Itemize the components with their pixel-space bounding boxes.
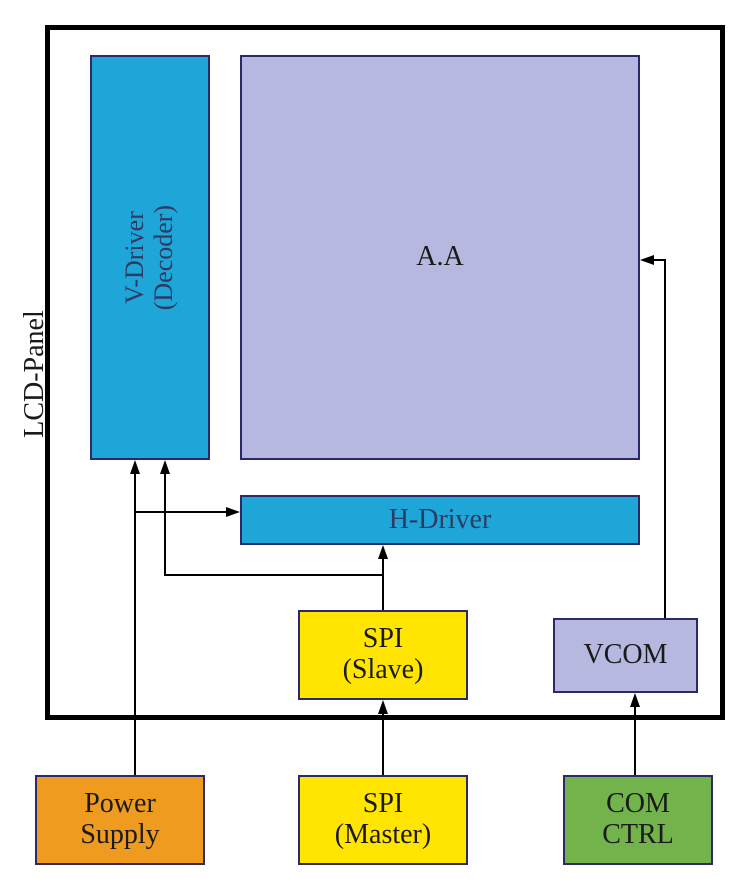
aa-label: A.A (416, 242, 463, 273)
vdriver-block: V-Driver (Decoder) (90, 55, 210, 460)
power-block: Power Supply (35, 775, 205, 865)
com_ctrl-block: COM CTRL (563, 775, 713, 865)
aa-block: A.A (240, 55, 640, 460)
vcom-block: VCOM (553, 618, 698, 693)
lcd-panel-label: LCD-Panel (19, 294, 51, 454)
power-label: Power Supply (80, 789, 159, 851)
spi_slave-label: SPI (Slave) (343, 624, 424, 686)
hdriver-block: H-Driver (240, 495, 640, 545)
vdriver-label: V-Driver (Decoder) (121, 205, 178, 310)
spi_slave-block: SPI (Slave) (298, 610, 468, 700)
spi_master-block: SPI (Master) (298, 775, 468, 865)
hdriver-label: H-Driver (389, 505, 492, 536)
spi_master-label: SPI (Master) (335, 789, 431, 851)
com_ctrl-label: COM CTRL (602, 789, 674, 851)
vcom-label: VCOM (583, 640, 667, 671)
